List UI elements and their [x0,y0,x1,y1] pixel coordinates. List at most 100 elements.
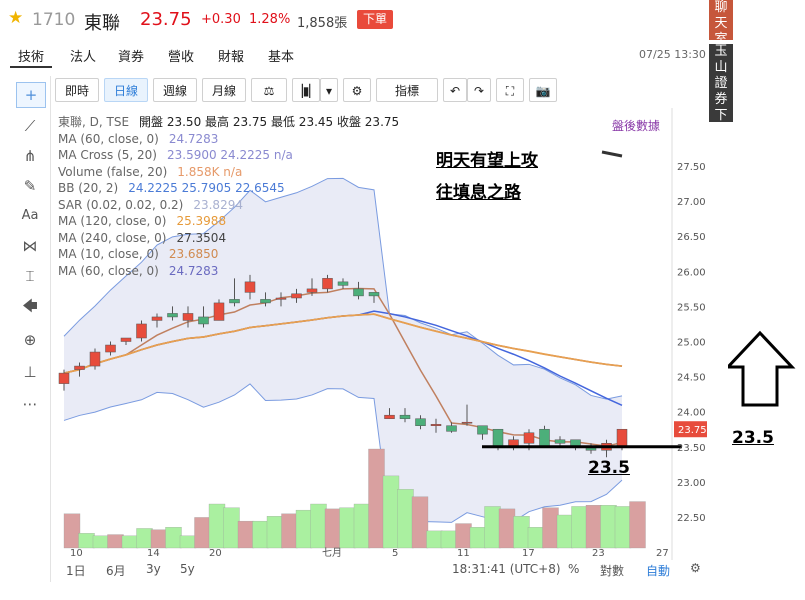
percent-toggle[interactable]: % [568,562,580,576]
volume-bar [469,527,487,549]
tab-technical[interactable]: 技術 [18,50,45,65]
tab-basic[interactable]: 基本 [268,50,295,65]
btn-daily[interactable]: 日線 [104,78,148,102]
zoom-in-icon[interactable]: ⊕ [23,331,37,349]
range-1d[interactable]: 1日 [66,564,86,578]
legend-values: 24.7283 [168,131,219,146]
volume-bar [136,528,153,549]
y-tick-label: 24.00 [677,408,706,419]
btn-monthly[interactable]: 月線 [202,78,246,102]
legend-row[interactable]: 東聯, D, TSE 開盤 23.50 最高 23.75 最低 23.45 收盤 … [58,114,399,131]
legend-values: 1.858K n/a [177,164,243,179]
annotation-price-b: 23.5 [732,428,774,448]
ruler-icon[interactable]: ⊥ [23,363,37,381]
legend-values: 開盤 23.50 最高 23.75 最低 23.45 收盤 23.75 [139,115,400,129]
price-chart[interactable]: 27.50 27.00 26.50 26.00 25.50 25.00 24.50 24.00… [52,108,707,560]
candle-body [368,292,380,297]
candle-body [105,344,116,353]
legend-row[interactable]: MA (120, close, 0) 25.3988 [58,213,399,230]
undo-icon[interactable]: ↶ [443,78,467,102]
btn-indicators[interactable]: 指標 [376,78,438,102]
chevron-down-icon[interactable]: ▾ [320,78,338,102]
legend-label: Volume (false, 20) [58,164,168,179]
y-tick-label: 25.00 [677,338,706,349]
legend-row[interactable]: SAR (0.02, 0.02, 0.2) 23.8294 [58,197,399,214]
gear-icon[interactable]: ⚙ [343,78,371,102]
candle-body [229,299,240,304]
legend-label: SAR (0.02, 0.02, 0.2) [58,197,184,212]
log-toggle[interactable]: 對數 [600,564,625,578]
volume-bar [107,534,124,549]
y-tick-label: 23.50 [677,443,706,454]
volume-bar [121,535,139,549]
volume-bar [237,520,255,549]
chart-area[interactable]: 27.50 27.00 26.50 26.00 25.50 25.00 24.50 24.00… [52,108,707,583]
volume-bar [150,529,168,549]
btn-realtime[interactable]: 即時 [55,78,99,102]
volume-bar [194,517,211,549]
star-icon[interactable]: ★ [8,8,24,28]
volume-bar [397,489,414,549]
candle-body [399,414,411,419]
range-6m[interactable]: 6月 [106,564,126,578]
auto-toggle[interactable]: 自動 [646,564,671,578]
text-icon[interactable]: Aa [21,208,39,223]
scale-icon[interactable]: ⚖ [251,78,287,102]
volume-bar [281,513,298,549]
tab-revenue[interactable]: 營收 [168,50,195,65]
x-tick-label: 七月 [322,547,342,559]
volume-bar [368,448,385,549]
indicator-legend: 東聯, D, TSE 開盤 23.50 最高 23.75 最低 23.45 收盤 … [58,114,399,279]
redo-icon[interactable]: ↷ [467,78,491,102]
pattern-icon[interactable]: ⋈ [22,237,38,255]
legend-row[interactable]: MA (60, close, 0) 24.7283 [58,263,399,280]
legend-row[interactable]: MA (10, close, 0) 23.6850 [58,246,399,263]
fork-icon[interactable]: ⋔ [23,147,37,165]
volume-bar [614,506,632,549]
volume-bar [266,516,284,549]
arrow-left-icon[interactable]: 🡄 [22,297,38,315]
camera-icon[interactable]: 📷 [529,78,557,102]
legend-label: MA (240, close, 0) [58,230,167,245]
stock-price: 23.75 [140,9,192,30]
brush-icon[interactable]: ✎ [23,177,37,195]
volume-bar [208,503,226,549]
legend-row[interactable]: MA (60, close, 0) 24.7283 [58,131,399,148]
chat-room-button[interactable]: 聊天室 [709,0,733,47]
bb-lower-line [63,383,623,523]
volume-bar [542,507,559,549]
volume-bar [353,503,371,549]
candle-type-icon[interactable]: ▕▮▏ [292,78,320,102]
volume-bar [310,503,327,549]
legend-row[interactable]: MA (240, close, 0) 27.3504 [58,230,399,247]
btn-weekly[interactable]: 週線 [153,78,197,102]
volume-bar [179,535,197,549]
measure-icon[interactable]: ⌶ [25,267,35,285]
range-3y[interactable]: 3y [146,562,161,576]
esun-order-button[interactable]: 玉山證券下單 [709,44,733,139]
legend-label: MA Cross (5, 20) [58,148,157,162]
tab-margin[interactable]: 資券 [118,50,145,65]
legend-row[interactable]: BB (20, 2) 24.2225 25.7905 22.6545 [58,180,399,197]
legend-row[interactable]: Volume (false, 20) 1.858K n/a [58,164,399,181]
candle-body [322,278,333,290]
tab-institutional[interactable]: 法人 [70,50,97,65]
volume-bar [498,508,516,549]
candle-body [353,288,364,297]
legend-label: MA (10, close, 0) [58,247,159,261]
volume-bar [411,496,429,549]
trend-line-icon[interactable]: ⟋ [24,117,36,135]
annotation-mark [601,150,623,158]
more-icon[interactable]: ⋯ [22,395,38,413]
range-5y[interactable]: 5y [180,562,195,576]
order-button[interactable]: 下單 [357,10,393,29]
volume-bar [426,530,443,549]
settings-icon[interactable]: ⚙ [690,561,701,575]
fullscreen-icon[interactable]: ⛶ [496,78,524,102]
crosshair-icon[interactable]: + [16,82,46,108]
tab-financials[interactable]: 財報 [218,50,245,65]
volume-bar [556,514,574,549]
legend-label: BB (20, 2) [58,181,119,195]
after-hours-data[interactable]: 盤後數據 [612,119,661,133]
legend-row[interactable]: MA Cross (5, 20) 23.5900 24.2225 n/a [58,147,399,164]
